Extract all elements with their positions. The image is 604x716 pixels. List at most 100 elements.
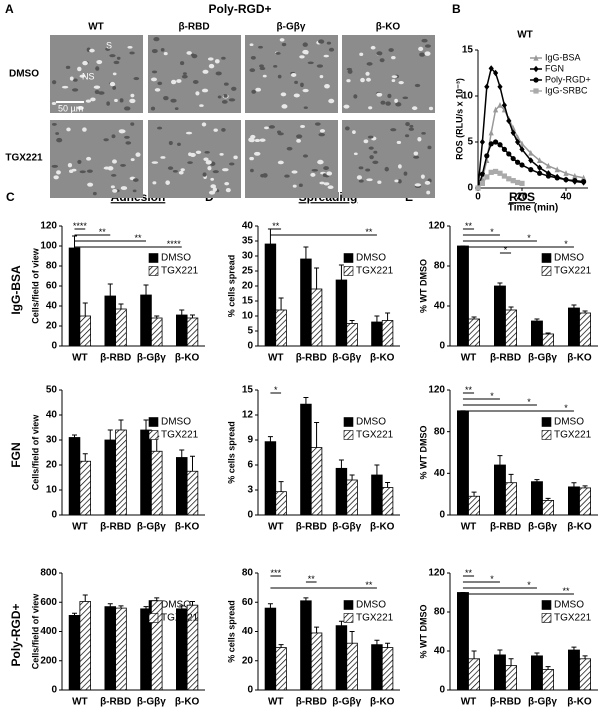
legend-label: Poly-RGD+ [545, 74, 591, 84]
error-bar [534, 318, 540, 321]
cell [96, 59, 103, 65]
cell [323, 54, 329, 58]
cell [327, 185, 334, 190]
error-bar [154, 597, 160, 601]
cell [284, 174, 290, 178]
cell [163, 96, 169, 101]
x-tick-label: β-RBD [296, 522, 327, 533]
legend-label: DMSO [161, 417, 191, 428]
bar [568, 486, 580, 516]
error-bar [545, 666, 551, 670]
bar [140, 294, 152, 347]
cell [322, 173, 327, 177]
cell [186, 51, 192, 55]
y-tick-label: 400 [40, 626, 57, 637]
cell [299, 55, 305, 59]
marker [515, 159, 521, 165]
cell [151, 70, 158, 74]
marker [563, 170, 569, 176]
cell [411, 106, 418, 111]
error-bar [545, 332, 551, 334]
cell [130, 158, 135, 162]
cell [307, 61, 314, 65]
y-tick-label: 600 [40, 597, 57, 608]
cell [205, 160, 212, 165]
x-tick-label: β-KO [567, 522, 592, 533]
error-bar [107, 429, 113, 440]
cell [119, 129, 126, 134]
marker [479, 171, 485, 177]
cell [92, 191, 97, 196]
error-bar [508, 473, 514, 483]
error-bar [278, 481, 284, 492]
error-bar [82, 453, 88, 462]
cell [51, 164, 59, 168]
cell [353, 94, 358, 99]
bar [505, 665, 518, 691]
cell [82, 127, 87, 132]
bar [79, 315, 92, 347]
bar [104, 439, 117, 516]
cell [174, 107, 179, 111]
marker [506, 176, 512, 182]
bar [68, 615, 81, 691]
column-label: WT [88, 22, 104, 33]
error-bar [385, 312, 391, 321]
panel-a-title: Poly-RGD+ [208, 2, 271, 16]
cell [201, 88, 209, 93]
cell [404, 134, 410, 138]
bar [68, 437, 81, 516]
cell [51, 123, 57, 126]
cell [394, 179, 399, 183]
y-tick-label: 15 [462, 45, 474, 56]
marker [510, 155, 516, 162]
cell [398, 81, 404, 85]
bar [456, 592, 469, 691]
y-axis-label: ROS (RLU/s x 10⁻³) [454, 78, 464, 160]
cell [277, 160, 284, 165]
error-bar [72, 434, 78, 438]
legend-swatch [541, 430, 552, 440]
row-label: FGN [9, 442, 23, 467]
marker [479, 138, 485, 146]
cell [195, 150, 202, 155]
cell [426, 190, 431, 195]
cell [417, 137, 422, 142]
significance-label: ** [562, 586, 570, 596]
cell [153, 36, 160, 42]
x-tick-label: WT [268, 522, 284, 533]
cell [228, 98, 236, 102]
cell [353, 152, 358, 156]
cell [302, 88, 309, 93]
cell [178, 171, 184, 175]
cell [167, 166, 174, 170]
cell [86, 169, 93, 173]
y-tick-label: 120 [40, 221, 57, 232]
y-tick-label: 80 [46, 261, 58, 272]
bar [79, 601, 92, 691]
cell [343, 104, 350, 109]
x-tick-label: β-Gβγ [137, 522, 166, 533]
significance-label: ** [308, 574, 316, 584]
cell [65, 65, 71, 70]
cell [154, 88, 161, 92]
y-tick-label: 0 [439, 510, 445, 521]
bar [150, 450, 163, 516]
cell [98, 91, 105, 95]
legend-label: DMSO [356, 253, 386, 264]
legend-swatch [343, 417, 354, 427]
cell [373, 150, 378, 154]
cell [280, 92, 287, 97]
cell [319, 181, 325, 185]
cell [95, 66, 100, 71]
y-axis-label: % cells spread [226, 421, 236, 484]
cell [192, 80, 199, 84]
bar [264, 441, 277, 516]
error-bar [508, 658, 514, 666]
cell [231, 86, 237, 91]
x-tick-label: WT [72, 697, 88, 708]
cell [94, 89, 100, 95]
cell [346, 79, 351, 83]
bar [381, 320, 394, 347]
